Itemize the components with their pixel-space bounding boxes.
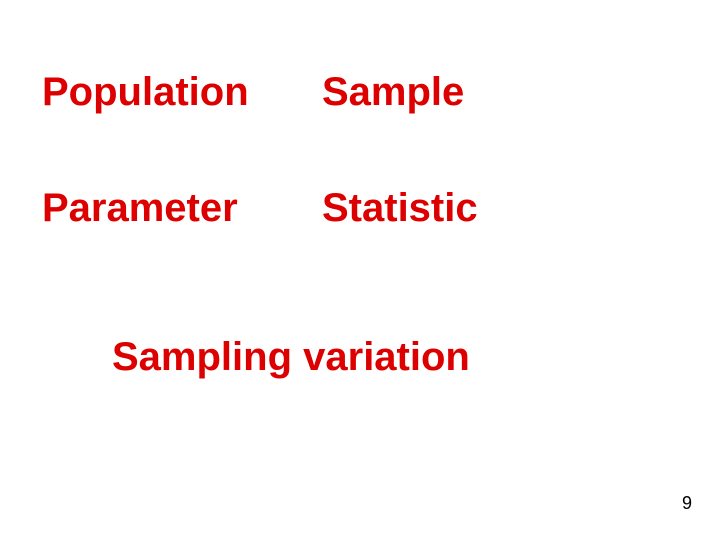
term-statistic: Statistic <box>322 186 478 231</box>
term-sample: Sample <box>322 70 464 115</box>
page-number: 9 <box>682 493 692 514</box>
slide: Population Sample Parameter Statistic Sa… <box>0 0 720 540</box>
term-parameter: Parameter <box>42 186 238 231</box>
term-sampling-variation: Sampling variation <box>112 335 470 380</box>
term-population: Population <box>42 70 249 115</box>
